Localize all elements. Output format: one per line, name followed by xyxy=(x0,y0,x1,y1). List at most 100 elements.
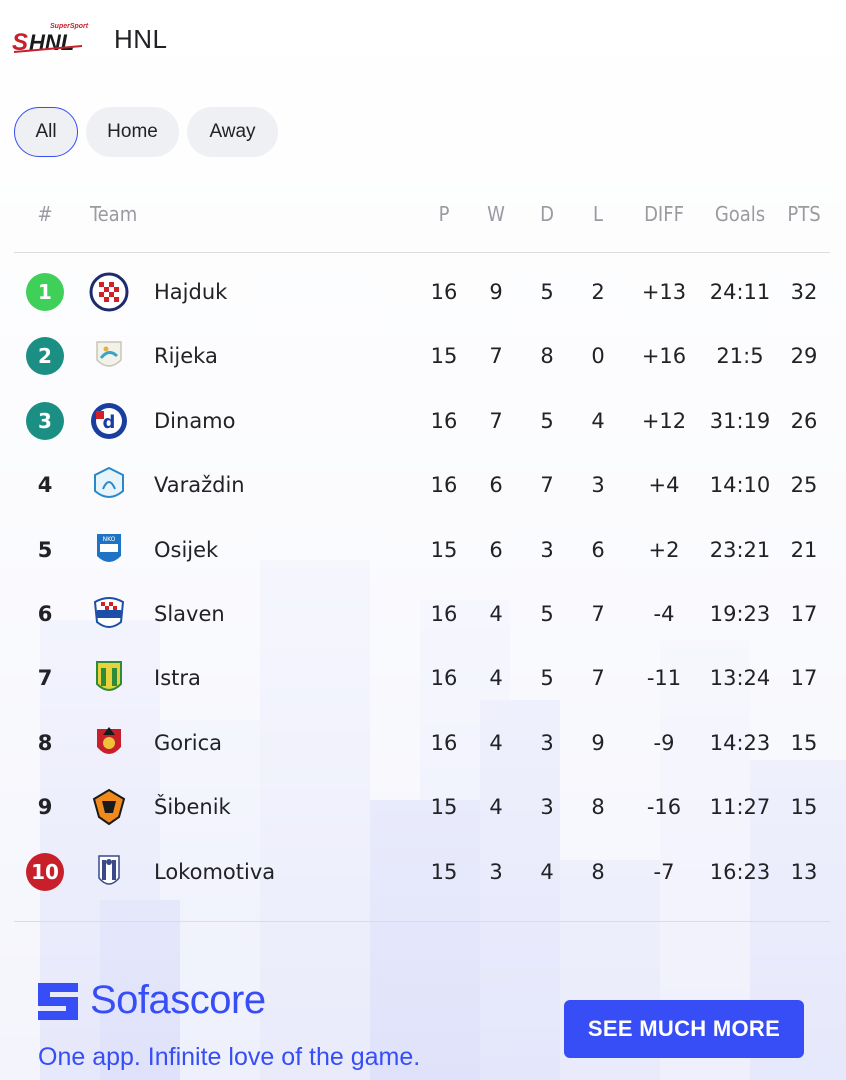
position-number: 4 xyxy=(37,473,53,498)
table-row[interactable]: 4 Varaždin 16 6 7 3 +4 14:10 25 xyxy=(14,453,830,517)
table-row[interactable]: 7 Istra 16 4 5 7 -11 13:24 17 xyxy=(14,646,830,710)
tab-home[interactable]: Home xyxy=(86,107,179,157)
wins-cell: 7 xyxy=(489,344,503,369)
table-row[interactable]: 8 Gorica 16 4 3 9 -9 14:23 15 xyxy=(14,711,830,775)
wins-cell: 4 xyxy=(489,666,503,691)
goals-cell: 21:5 xyxy=(716,344,764,369)
goals-cell: 14:10 xyxy=(709,473,771,498)
team-name[interactable]: Slaven xyxy=(154,602,225,626)
sofascore-logo-icon xyxy=(38,982,78,1020)
header-goals[interactable]: Goals xyxy=(714,202,766,226)
played-cell: 16 xyxy=(430,473,458,498)
played-cell: 16 xyxy=(430,666,458,691)
position-number: 9 xyxy=(37,795,53,820)
goal-diff-cell: -16 xyxy=(646,795,682,820)
points-cell: 17 xyxy=(790,602,818,626)
losses-cell: 4 xyxy=(591,408,605,433)
header-losses[interactable]: L xyxy=(592,202,604,226)
header-diff[interactable]: DIFF xyxy=(644,202,684,226)
league-header: SuperSport S HNL HNL xyxy=(12,14,168,64)
position-cell: 9 xyxy=(14,775,76,839)
played-cell: 16 xyxy=(430,408,458,433)
goal-diff-cell: +16 xyxy=(641,344,687,369)
header-played[interactable]: P xyxy=(438,202,450,226)
goal-diff-cell: -11 xyxy=(646,666,682,691)
team-name[interactable]: Gorica xyxy=(154,730,223,755)
table-row[interactable]: 10 Lokomotiva 15 3 4 8 -7 16:23 13 xyxy=(14,840,830,904)
table-row[interactable]: 1 Hajduk 16 9 5 2 +13 24:11 32 xyxy=(14,260,830,324)
brand-tagline: One app. Infinite love of the game. xyxy=(38,1043,421,1071)
team-logo-cell xyxy=(84,646,134,710)
played-cell: 15 xyxy=(430,795,458,820)
points-cell: 15 xyxy=(790,730,818,755)
table-row[interactable]: 6 Slaven 16 4 5 7 -4 19:23 17 xyxy=(14,582,830,646)
losses-cell: 8 xyxy=(591,795,605,820)
team-name[interactable]: Osijek xyxy=(154,537,219,562)
header-draws[interactable]: D xyxy=(540,202,554,226)
team-name[interactable]: Rijeka xyxy=(154,344,218,369)
goals-cell: 19:23 xyxy=(709,602,771,626)
tab-all[interactable]: All xyxy=(14,107,78,157)
losses-cell: 7 xyxy=(591,602,605,626)
team-logo-cell xyxy=(84,260,134,324)
sofascore-brand[interactable]: Sofascore xyxy=(38,978,266,1023)
position-number: 7 xyxy=(37,666,53,691)
header-position[interactable]: # xyxy=(37,202,53,226)
position-cell: 6 xyxy=(14,582,76,646)
losses-cell: 0 xyxy=(591,344,605,369)
points-cell: 25 xyxy=(790,473,818,498)
points-cell: 15 xyxy=(790,795,818,820)
position-cell: 3 xyxy=(14,389,76,453)
svg-text:d: d xyxy=(103,412,116,433)
see-much-more-button[interactable]: SEE MUCH MORE xyxy=(564,1000,804,1058)
team-name[interactable]: Lokomotiva xyxy=(154,859,276,884)
points-cell: 32 xyxy=(790,280,818,304)
league-logo[interactable]: SuperSport S HNL xyxy=(12,16,90,62)
team-name[interactable]: Šibenik xyxy=(154,795,231,820)
wins-cell: 4 xyxy=(489,602,503,626)
points-cell: 26 xyxy=(790,408,818,433)
table-row[interactable]: 5 NKO Osijek 15 6 3 6 +2 23:21 21 xyxy=(14,518,830,582)
losses-cell: 6 xyxy=(591,537,605,562)
team-name[interactable]: Hajduk xyxy=(154,280,228,304)
slaven-crest-icon xyxy=(93,597,125,628)
goal-diff-cell: +13 xyxy=(641,280,687,304)
team-name[interactable]: Istra xyxy=(154,666,201,691)
tab-away[interactable]: Away xyxy=(187,107,278,157)
position-number: 6 xyxy=(37,602,53,626)
points-cell: 13 xyxy=(790,859,818,884)
goal-diff-cell: +2 xyxy=(648,537,680,562)
wins-cell: 4 xyxy=(489,730,503,755)
table-row[interactable]: 9 Šibenik 15 4 3 8 -16 11:27 15 xyxy=(14,775,830,839)
draws-cell: 3 xyxy=(540,730,554,755)
header-wins[interactable]: W xyxy=(487,202,505,226)
sibenik-crest-icon xyxy=(92,789,126,826)
position-number: 8 xyxy=(37,730,53,755)
points-cell: 17 xyxy=(790,666,818,691)
team-logo-cell xyxy=(84,840,134,904)
goals-cell: 14:23 xyxy=(709,730,771,755)
played-cell: 15 xyxy=(430,859,458,884)
wins-cell: 6 xyxy=(489,473,503,498)
wins-cell: 3 xyxy=(489,859,503,884)
table-row[interactable]: 2 Rijeka 15 7 8 0 +16 21:5 29 xyxy=(14,324,830,388)
table-row[interactable]: 3 d Dinamo 16 7 5 4 +12 31:19 26 xyxy=(14,389,830,453)
goal-diff-cell: -4 xyxy=(653,602,675,626)
team-name[interactable]: Varaždin xyxy=(154,473,245,498)
played-cell: 15 xyxy=(430,537,458,562)
position-cell: 10 xyxy=(14,840,76,904)
filter-tabs: All Home Away xyxy=(14,107,278,157)
svg-text:NKO: NKO xyxy=(103,536,116,543)
wins-cell: 7 xyxy=(489,408,503,433)
header-points[interactable]: PTS xyxy=(787,202,821,226)
team-name[interactable]: Dinamo xyxy=(154,408,236,433)
goals-cell: 11:27 xyxy=(709,795,771,820)
position-cell: 4 xyxy=(14,453,76,517)
draws-cell: 5 xyxy=(540,280,554,304)
draws-cell: 8 xyxy=(540,344,554,369)
losses-cell: 7 xyxy=(591,666,605,691)
draws-cell: 7 xyxy=(540,473,554,498)
dinamo-crest-icon: d xyxy=(91,402,127,439)
points-cell: 29 xyxy=(790,344,818,369)
position-badge: 2 xyxy=(26,337,64,376)
